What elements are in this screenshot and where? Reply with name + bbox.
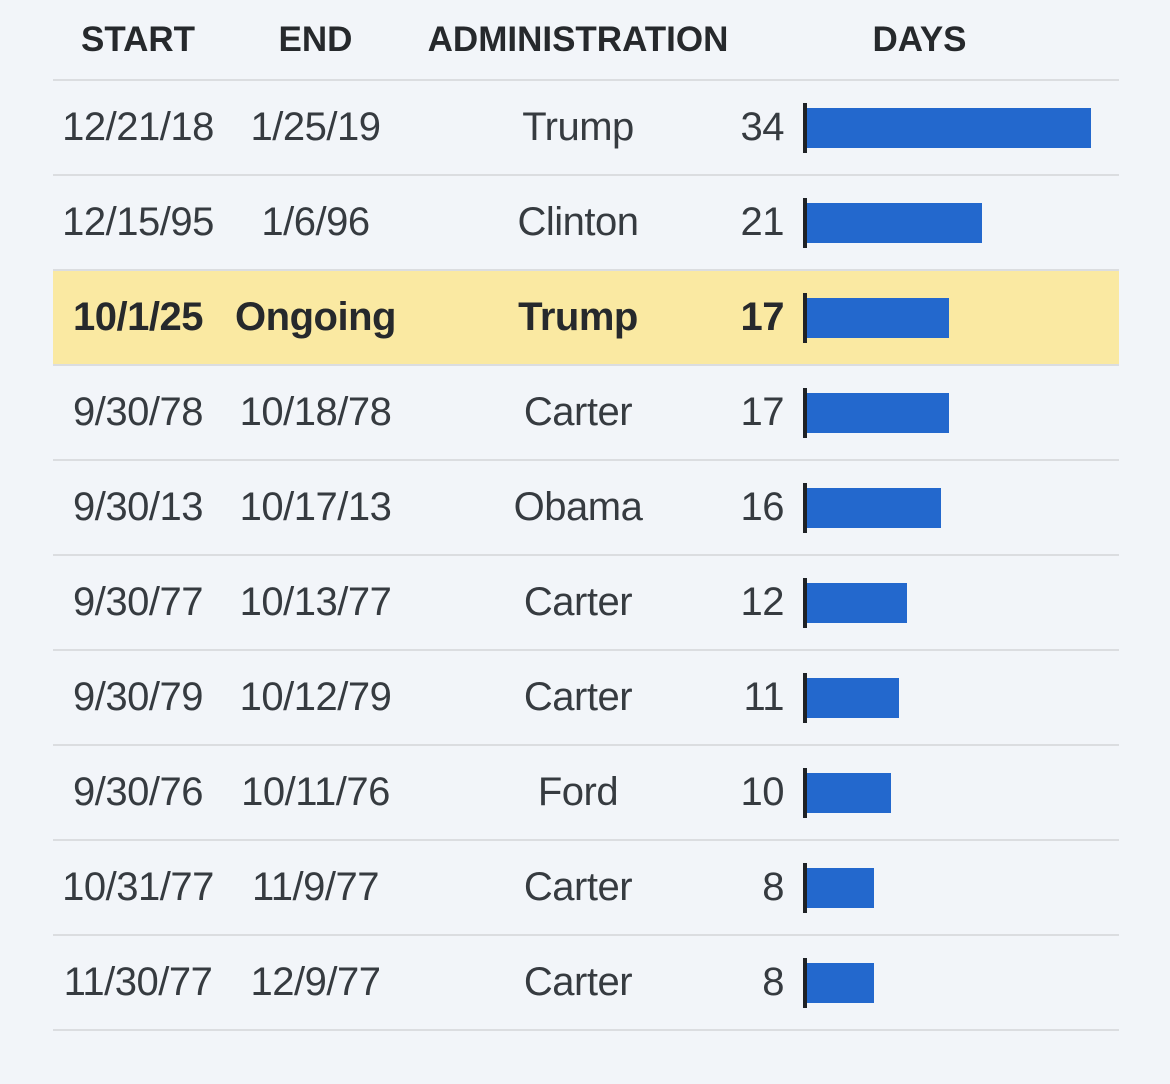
end-date: 10/12/79 [239, 675, 392, 719]
table-row: 12/21/18 1/25/19 Trump 34 [53, 81, 1119, 176]
days-value: 17 [740, 390, 785, 434]
bar-cell [784, 176, 1119, 269]
axis-tick [803, 957, 807, 1008]
column-header-administration: ADMINISTRATION [427, 19, 729, 59]
table-row: 9/30/79 10/12/79 Carter 11 [53, 651, 1119, 746]
bar-cell [784, 841, 1119, 934]
start-date: 9/30/76 [73, 770, 203, 814]
axis-tick [803, 767, 807, 818]
table-row: 9/30/76 10/11/76 Ford 10 [53, 746, 1119, 841]
start-date: 9/30/79 [73, 675, 203, 719]
table-row-highlighted: 10/1/25 Ongoing Trump 17 [53, 271, 1119, 366]
axis-tick [803, 482, 807, 533]
days-value: 8 [762, 865, 784, 909]
axis-tick [803, 292, 807, 343]
administration-name: Clinton [517, 200, 639, 244]
table-row: 10/31/77 11/9/77 Carter 8 [53, 841, 1119, 936]
column-header-start: START [80, 19, 196, 59]
axis-tick [803, 197, 807, 248]
axis-tick [803, 862, 807, 913]
axis-tick [803, 102, 807, 153]
start-date: 11/30/77 [63, 960, 213, 1004]
days-bar [807, 772, 891, 813]
column-header-end: END [278, 19, 353, 59]
bar-cell [784, 746, 1119, 839]
end-date: 1/25/19 [250, 105, 381, 149]
end-date: 12/9/77 [250, 960, 381, 1004]
days-bar [807, 487, 941, 528]
end-date: Ongoing [235, 295, 396, 339]
days-value: 34 [740, 105, 785, 149]
axis-tick [803, 387, 807, 438]
days-bar [807, 582, 907, 623]
days-bar [807, 107, 1091, 148]
end-date: 10/18/78 [239, 390, 392, 434]
days-value: 16 [740, 485, 785, 529]
bar-cell [784, 366, 1119, 459]
administration-name: Trump [518, 295, 638, 339]
table-row: 11/30/77 12/9/77 Carter 8 [53, 936, 1119, 1031]
table-header: START END ADMINISTRATION DAYS [53, 0, 1119, 81]
end-date: 10/11/76 [241, 770, 390, 814]
administration-name: Carter [523, 865, 633, 909]
days-bar [807, 867, 874, 908]
end-date: 10/13/77 [239, 580, 392, 624]
end-date: 11/9/77 [252, 865, 380, 909]
administration-name: Carter [523, 675, 633, 719]
administration-name: Obama [513, 485, 643, 529]
administration-name: Carter [523, 580, 633, 624]
axis-tick [803, 672, 807, 723]
table-row: 12/15/95 1/6/96 Clinton 21 [53, 176, 1119, 271]
days-value: 8 [762, 960, 784, 1004]
shutdown-table: START END ADMINISTRATION DAYS 12/21/18 1/… [53, 0, 1119, 1031]
column-header-days: DAYS [872, 19, 967, 59]
start-date: 10/31/77 [62, 865, 214, 909]
start-date: 12/15/95 [62, 200, 214, 244]
administration-name: Ford [537, 770, 619, 814]
table-row: 9/30/78 10/18/78 Carter 17 [53, 366, 1119, 461]
administration-name: Trump [522, 105, 634, 149]
bar-cell [784, 461, 1119, 554]
bar-cell [784, 271, 1119, 364]
days-bar [807, 202, 982, 243]
bar-cell [784, 556, 1119, 649]
administration-name: Carter [523, 960, 633, 1004]
axis-tick [803, 577, 807, 628]
bar-cell [784, 81, 1119, 174]
administration-name: Carter [523, 390, 633, 434]
end-date: 10/17/13 [239, 485, 392, 529]
days-value: 21 [740, 200, 785, 244]
bar-cell [784, 651, 1119, 744]
days-bar [807, 677, 899, 718]
table-row: 9/30/77 10/13/77 Carter 12 [53, 556, 1119, 651]
days-value: 17 [740, 295, 785, 339]
days-value: 10 [740, 770, 785, 814]
table-body: 12/21/18 1/25/19 Trump 34 12/15/95 1/6/96 Clin… [53, 81, 1119, 1031]
days-bar [807, 297, 949, 338]
start-date: 10/1/25 [73, 295, 203, 339]
start-date: 9/30/77 [73, 580, 203, 624]
table-row: 9/30/13 10/17/13 Obama 16 [53, 461, 1119, 556]
start-date: 12/21/18 [62, 105, 214, 149]
days-value: 11 [743, 675, 784, 719]
days-bar [807, 962, 874, 1003]
bar-cell [784, 936, 1119, 1029]
end-date: 1/6/96 [261, 200, 370, 244]
start-date: 9/30/78 [73, 390, 203, 434]
days-value: 12 [740, 580, 785, 624]
start-date: 9/30/13 [73, 485, 203, 529]
days-bar [807, 392, 949, 433]
